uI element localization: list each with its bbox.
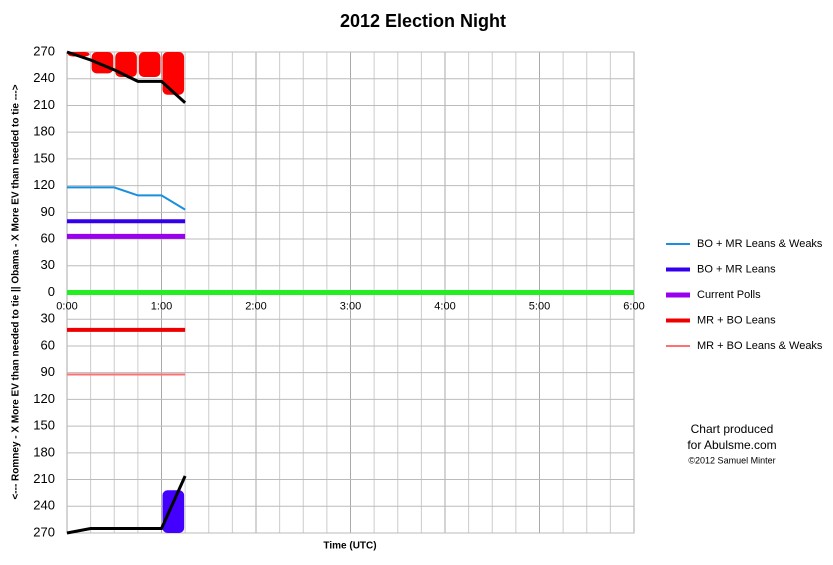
annotation: for Abulsme.com	[687, 438, 776, 452]
legend-label: BO + MR Leans & Weaks	[697, 238, 823, 250]
y-axis-label: <--- Romney - X More EV than needed to t…	[11, 84, 22, 499]
y-tick-label: 240	[33, 498, 55, 513]
y-tick-label: 90	[41, 204, 55, 219]
x-tick-label: 1:00	[151, 300, 172, 312]
y-tick-label: 60	[41, 230, 55, 245]
y-tick-label: 240	[33, 70, 55, 85]
y-tick-label: 150	[33, 418, 55, 433]
series-line	[66, 50, 187, 104]
x-tick-label: 5:00	[529, 300, 550, 312]
y-tick-label: 150	[33, 150, 55, 165]
legend-label: BO + MR Leans	[697, 263, 776, 275]
y-tick-label: 270	[33, 524, 55, 539]
annotation: Chart produced	[691, 422, 774, 436]
x-tick-label: 3:00	[340, 300, 361, 312]
band	[162, 490, 185, 533]
band	[138, 52, 161, 77]
chart-title: 2012 Election Night	[340, 11, 506, 31]
y-tick-label: 60	[41, 337, 55, 352]
y-tick-label: 120	[33, 391, 55, 406]
y-tick-label: 120	[33, 177, 55, 192]
legend-label: Current Polls	[697, 289, 761, 301]
x-tick-label: 4:00	[434, 300, 455, 312]
x-tick-label: 2:00	[245, 300, 266, 312]
band	[115, 52, 137, 77]
legend-label: MR + BO Leans & Weaks	[697, 340, 823, 352]
y-tick-label: 0	[48, 284, 55, 299]
x-tick-label: 6:00	[623, 300, 644, 312]
y-tick-label: 30	[41, 257, 55, 272]
y-tick-label: 30	[41, 311, 55, 326]
y-tick-label: 210	[33, 97, 55, 112]
annotation: ©2012 Samuel Minter	[688, 455, 775, 465]
legend-label: MR + BO Leans	[697, 314, 776, 326]
y-tick-label: 90	[41, 364, 55, 379]
y-tick-label: 210	[33, 471, 55, 486]
y-tick-label: 180	[33, 124, 55, 139]
series-line	[67, 186, 186, 211]
band	[162, 52, 185, 95]
x-axis-label: Time (UTC)	[323, 541, 376, 552]
y-tick-label: 270	[33, 43, 55, 58]
y-tick-label: 180	[33, 444, 55, 459]
x-tick-label: 0:00	[56, 300, 77, 312]
series-line	[66, 475, 187, 535]
